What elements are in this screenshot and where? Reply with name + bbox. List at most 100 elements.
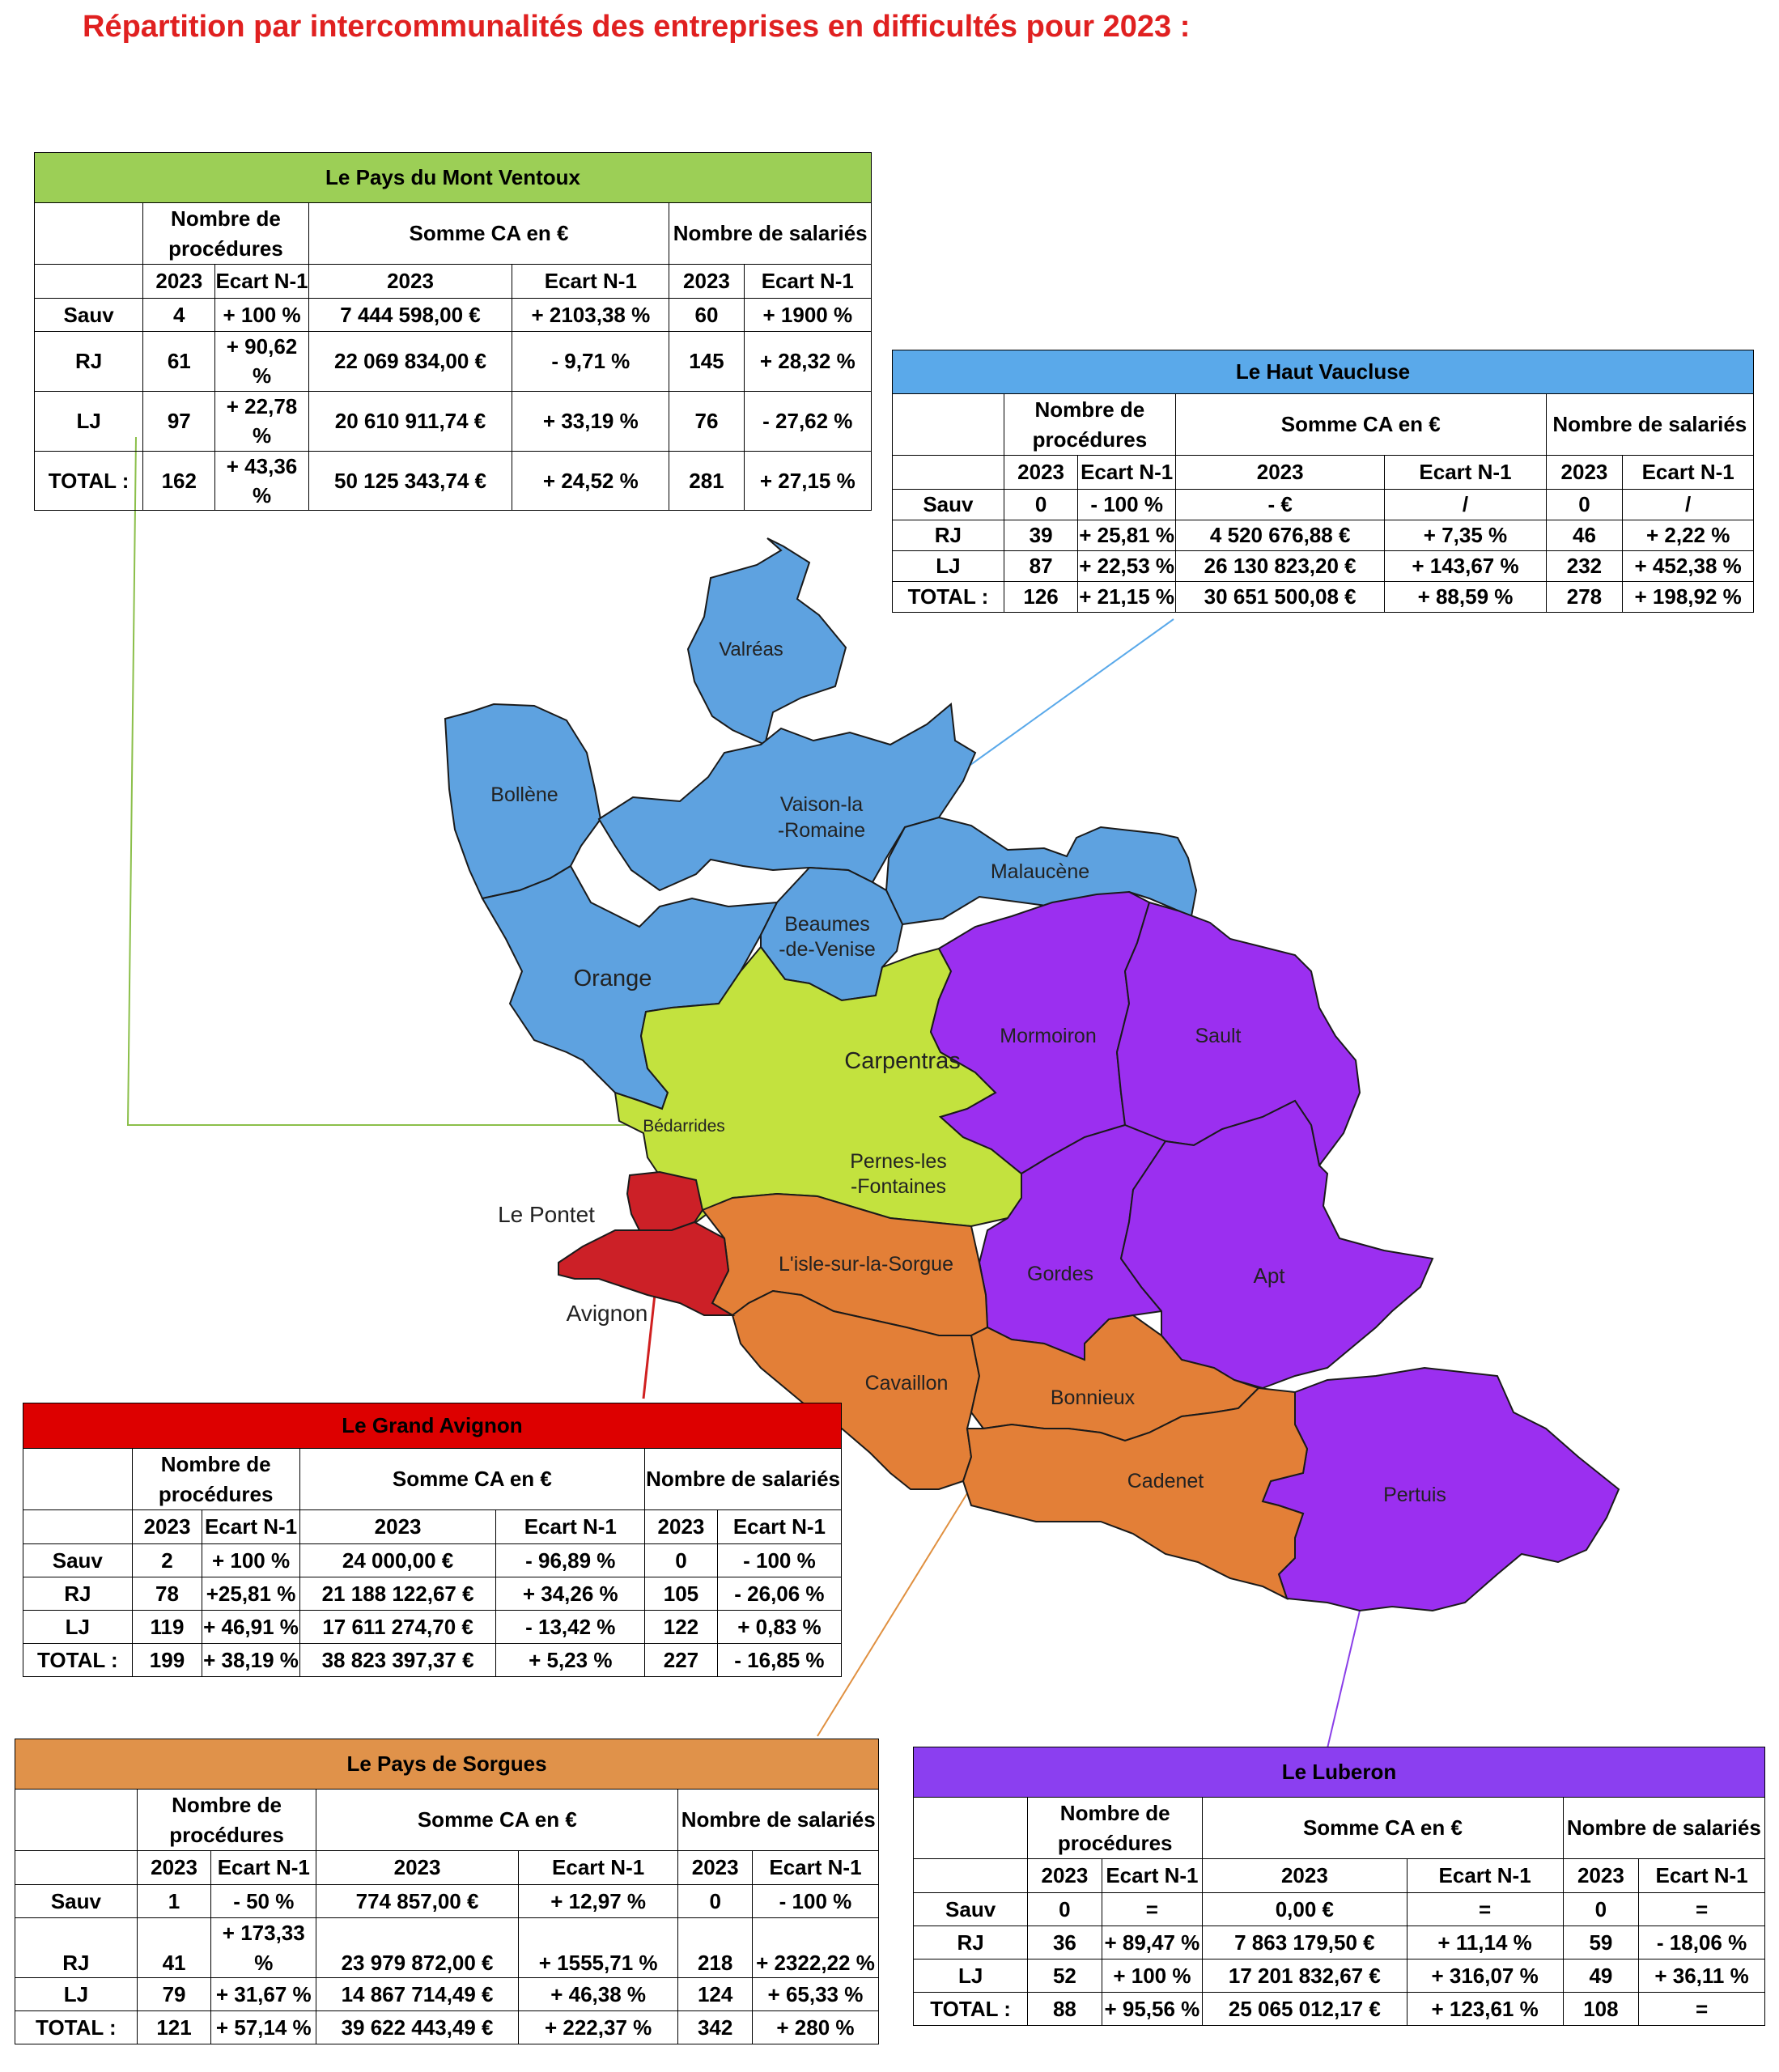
- leader-line-luberon: [1327, 1610, 1361, 1749]
- row-label: RJ: [912, 1926, 1029, 1959]
- ca-2023: 26 130 823,20 €: [1174, 550, 1386, 582]
- salaries-2023: 49: [1562, 1959, 1640, 1993]
- salaries-ecart: =: [1638, 1892, 1765, 1926]
- ca-ecart: + 34,26 %: [495, 1577, 646, 1611]
- table-title: Le Pays du Mont Ventoux: [34, 152, 872, 203]
- row-label: Sauv: [912, 1892, 1029, 1926]
- procedures-2023: 36: [1027, 1926, 1102, 1959]
- leader-line-haut: [958, 618, 1174, 774]
- header-year: 2023: [644, 1509, 718, 1544]
- procedures-ecart: + 46,91 %: [202, 1610, 300, 1644]
- map-label-pernes-2: -Fontaines: [851, 1175, 946, 1198]
- salaries-ecart: - 27,62 %: [743, 390, 873, 452]
- ca-ecart: + 123,61 %: [1406, 1992, 1564, 2026]
- salaries-2023: 124: [677, 1977, 753, 2011]
- header-procedures: Nombre de procédures: [136, 1789, 317, 1851]
- region-pays-de-sorgues: [701, 1192, 1309, 1600]
- salaries-ecart: - 16,85 %: [716, 1643, 843, 1677]
- leader-line-sorgues: [817, 1492, 968, 1737]
- row-label: RJ: [33, 331, 144, 392]
- table-row: Sauv 4 + 100 % 7 444 598,00 € + 2103,38 % 60 +…: [33, 298, 873, 332]
- procedures-ecart: + 22,53 %: [1077, 550, 1176, 582]
- salaries-ecart: + 2,22 %: [1622, 520, 1754, 551]
- procedures-ecart: + 100 %: [214, 298, 309, 332]
- map-label-carpentras: Carpentras: [844, 1048, 960, 1074]
- map-label-beaumes-1: Beaumes: [784, 913, 870, 936]
- ca-ecart: + 33,19 %: [512, 390, 670, 452]
- ca-2023: 17 201 832,67 €: [1202, 1959, 1407, 1993]
- row-label: RJ: [15, 1917, 138, 1978]
- table-mont-ventoux: Le Pays du Mont Ventoux Nombre de procéd…: [33, 152, 873, 512]
- ca-2023: 4 520 676,88 €: [1174, 520, 1386, 551]
- empty-cell: [15, 1850, 138, 1885]
- ca-2023: 23 979 872,00 €: [316, 1917, 519, 1978]
- procedures-2023: 119: [131, 1610, 203, 1644]
- empty-cell: [33, 202, 144, 265]
- salaries-ecart: + 280 %: [751, 2010, 880, 2044]
- area-cadenet: [962, 1386, 1309, 1600]
- procedures-ecart: + 173,33 %: [210, 1917, 317, 1978]
- procedures-ecart: + 38,19 %: [202, 1643, 300, 1677]
- procedures-ecart: + 95,56 %: [1101, 1992, 1204, 2026]
- procedures-2023: 199: [131, 1643, 203, 1677]
- ca-ecart: - 13,42 %: [495, 1610, 646, 1644]
- map-label-vaison-2: -Romaine: [778, 819, 865, 842]
- table-pays-de-sorgues: Le Pays de Sorgues Nombre de procédures S…: [15, 1739, 880, 2044]
- salaries-2023: 145: [669, 331, 745, 392]
- header-year: 2023: [308, 264, 513, 299]
- header-procedures: Nombre de procédures: [1027, 1797, 1204, 1859]
- map-label-orange: Orange: [574, 966, 652, 991]
- ca-2023: 774 857,00 €: [316, 1884, 519, 1918]
- procedures-ecart: + 100 %: [202, 1543, 300, 1577]
- procedures-ecart: + 89,47 %: [1101, 1926, 1204, 1959]
- table-row: Sauv 2 + 100 % 24 000,00 € - 96,89 % 0- 100 %: [23, 1543, 843, 1577]
- salaries-ecart: - 18,06 %: [1638, 1926, 1765, 1959]
- procedures-ecart: + 22,78 %: [214, 390, 309, 452]
- procedures-2023: 162: [142, 450, 216, 512]
- map-label-vaison: Vaison-la -Romaine: [778, 793, 865, 842]
- procedures-ecart: + 25,81 %: [1077, 520, 1176, 551]
- header-year: 2023: [1562, 1858, 1640, 1893]
- map-label-le-pontet: Le Pontet: [498, 1202, 595, 1227]
- procedures-2023: 61: [142, 331, 216, 392]
- row-label: TOTAL :: [892, 581, 1004, 613]
- header-year: 2023: [299, 1509, 497, 1544]
- header-year: 2023: [1202, 1858, 1407, 1893]
- header-year: 2023: [1003, 455, 1079, 490]
- row-label: TOTAL :: [23, 1643, 133, 1677]
- header-procedures: Nombre de procédures: [1003, 393, 1176, 456]
- area-apt: [1119, 1099, 1434, 1390]
- salaries-ecart: =: [1638, 1992, 1765, 2026]
- map-label-cadenet: Cadenet: [1127, 1470, 1204, 1492]
- map-label-avignon: Avignon: [567, 1301, 648, 1326]
- ca-2023: 14 867 714,49 €: [316, 1977, 519, 2011]
- salaries-2023: 46: [1545, 520, 1624, 551]
- map-label-beaumes-2: -de-Venise: [779, 938, 876, 961]
- header-year: 2023: [1174, 455, 1386, 490]
- empty-cell: [912, 1858, 1029, 1893]
- header-procedures: Nombre de procédures: [131, 1448, 300, 1510]
- area-valreas: [686, 537, 847, 746]
- ca-ecart: + 2103,38 %: [512, 298, 670, 332]
- ca-2023: 50 125 343,74 €: [308, 450, 513, 512]
- ca-ecart: + 222,37 %: [517, 2010, 679, 2044]
- ca-2023: 0,00 €: [1202, 1892, 1407, 1926]
- procedures-2023: 126: [1003, 581, 1079, 613]
- area-vaison: [597, 703, 977, 892]
- row-label: LJ: [15, 1977, 138, 2011]
- header-ecart: Ecart N-1: [512, 264, 670, 299]
- header-ecart: Ecart N-1: [1101, 1858, 1204, 1893]
- table-row: Sauv 0- 100 % - €/0/: [892, 489, 1754, 520]
- table-row: RJ 41 + 173,33 % 23 979 872,00 € + 1555,71 %…: [15, 1917, 880, 1978]
- salaries-ecart: + 2322,22 %: [751, 1917, 880, 1978]
- map-label-mormoiron: Mormoiron: [1000, 1025, 1096, 1047]
- procedures-ecart: + 31,67 %: [210, 1977, 317, 2011]
- salaries-2023: 281: [669, 450, 745, 512]
- procedures-2023: 121: [136, 2010, 212, 2044]
- salaries-2023: 0: [644, 1543, 718, 1577]
- header-ecart: Ecart N-1: [214, 264, 309, 299]
- header-year: 2023: [1027, 1858, 1102, 1893]
- salaries-ecart: - 100 %: [716, 1543, 843, 1577]
- row-label: RJ: [23, 1577, 133, 1611]
- header-salaries: Nombre de salariés: [1562, 1797, 1766, 1859]
